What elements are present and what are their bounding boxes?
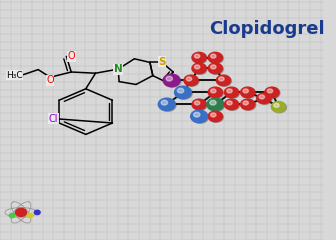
- Circle shape: [193, 64, 207, 74]
- Circle shape: [208, 63, 222, 74]
- Circle shape: [208, 87, 222, 98]
- Circle shape: [271, 102, 286, 112]
- Circle shape: [209, 53, 223, 64]
- Circle shape: [192, 111, 209, 123]
- Circle shape: [186, 77, 192, 81]
- Circle shape: [209, 112, 223, 122]
- Circle shape: [195, 101, 200, 105]
- Circle shape: [267, 89, 273, 93]
- Circle shape: [219, 77, 224, 81]
- Circle shape: [241, 99, 255, 110]
- Text: H₃C: H₃C: [6, 71, 23, 80]
- Circle shape: [192, 99, 206, 110]
- Circle shape: [241, 87, 255, 98]
- Circle shape: [242, 88, 256, 98]
- Circle shape: [242, 100, 256, 110]
- Circle shape: [209, 64, 223, 74]
- Text: O: O: [46, 75, 54, 85]
- Circle shape: [192, 52, 206, 63]
- Circle shape: [208, 99, 225, 111]
- Circle shape: [174, 86, 191, 99]
- Circle shape: [184, 75, 198, 86]
- Circle shape: [175, 87, 192, 99]
- Circle shape: [211, 54, 216, 58]
- Circle shape: [194, 112, 200, 117]
- Circle shape: [209, 88, 223, 98]
- Circle shape: [193, 53, 207, 64]
- Circle shape: [211, 113, 216, 117]
- Circle shape: [274, 103, 279, 107]
- Circle shape: [195, 54, 200, 58]
- Circle shape: [217, 76, 232, 86]
- Circle shape: [207, 98, 224, 111]
- Circle shape: [258, 94, 272, 104]
- Circle shape: [243, 101, 248, 105]
- Circle shape: [193, 100, 207, 110]
- Circle shape: [265, 87, 279, 98]
- Text: S: S: [158, 57, 166, 67]
- Circle shape: [15, 208, 27, 216]
- Circle shape: [224, 87, 239, 98]
- Circle shape: [211, 65, 216, 69]
- Circle shape: [225, 88, 240, 98]
- Circle shape: [164, 75, 181, 87]
- Circle shape: [185, 76, 199, 86]
- Circle shape: [192, 63, 206, 74]
- Circle shape: [243, 89, 248, 93]
- Circle shape: [158, 98, 175, 111]
- Circle shape: [257, 93, 271, 104]
- Circle shape: [259, 95, 264, 99]
- Circle shape: [166, 76, 172, 81]
- Text: O: O: [68, 51, 75, 61]
- Circle shape: [34, 210, 40, 215]
- Circle shape: [211, 89, 216, 93]
- Circle shape: [195, 65, 200, 69]
- Circle shape: [208, 111, 222, 122]
- Circle shape: [227, 89, 232, 93]
- Circle shape: [216, 75, 230, 86]
- Text: N: N: [114, 64, 123, 74]
- Circle shape: [191, 110, 208, 123]
- Text: Clopidogrel: Clopidogrel: [209, 20, 325, 38]
- Circle shape: [225, 100, 240, 110]
- Circle shape: [210, 100, 216, 105]
- Circle shape: [27, 213, 33, 218]
- Circle shape: [224, 99, 239, 110]
- Circle shape: [208, 52, 222, 63]
- Circle shape: [159, 99, 176, 111]
- Text: Cl: Cl: [49, 114, 58, 124]
- Circle shape: [227, 101, 232, 105]
- Circle shape: [163, 74, 180, 87]
- Circle shape: [272, 102, 287, 113]
- Circle shape: [9, 213, 15, 218]
- Circle shape: [266, 88, 280, 98]
- Circle shape: [161, 100, 168, 105]
- Circle shape: [177, 88, 184, 93]
